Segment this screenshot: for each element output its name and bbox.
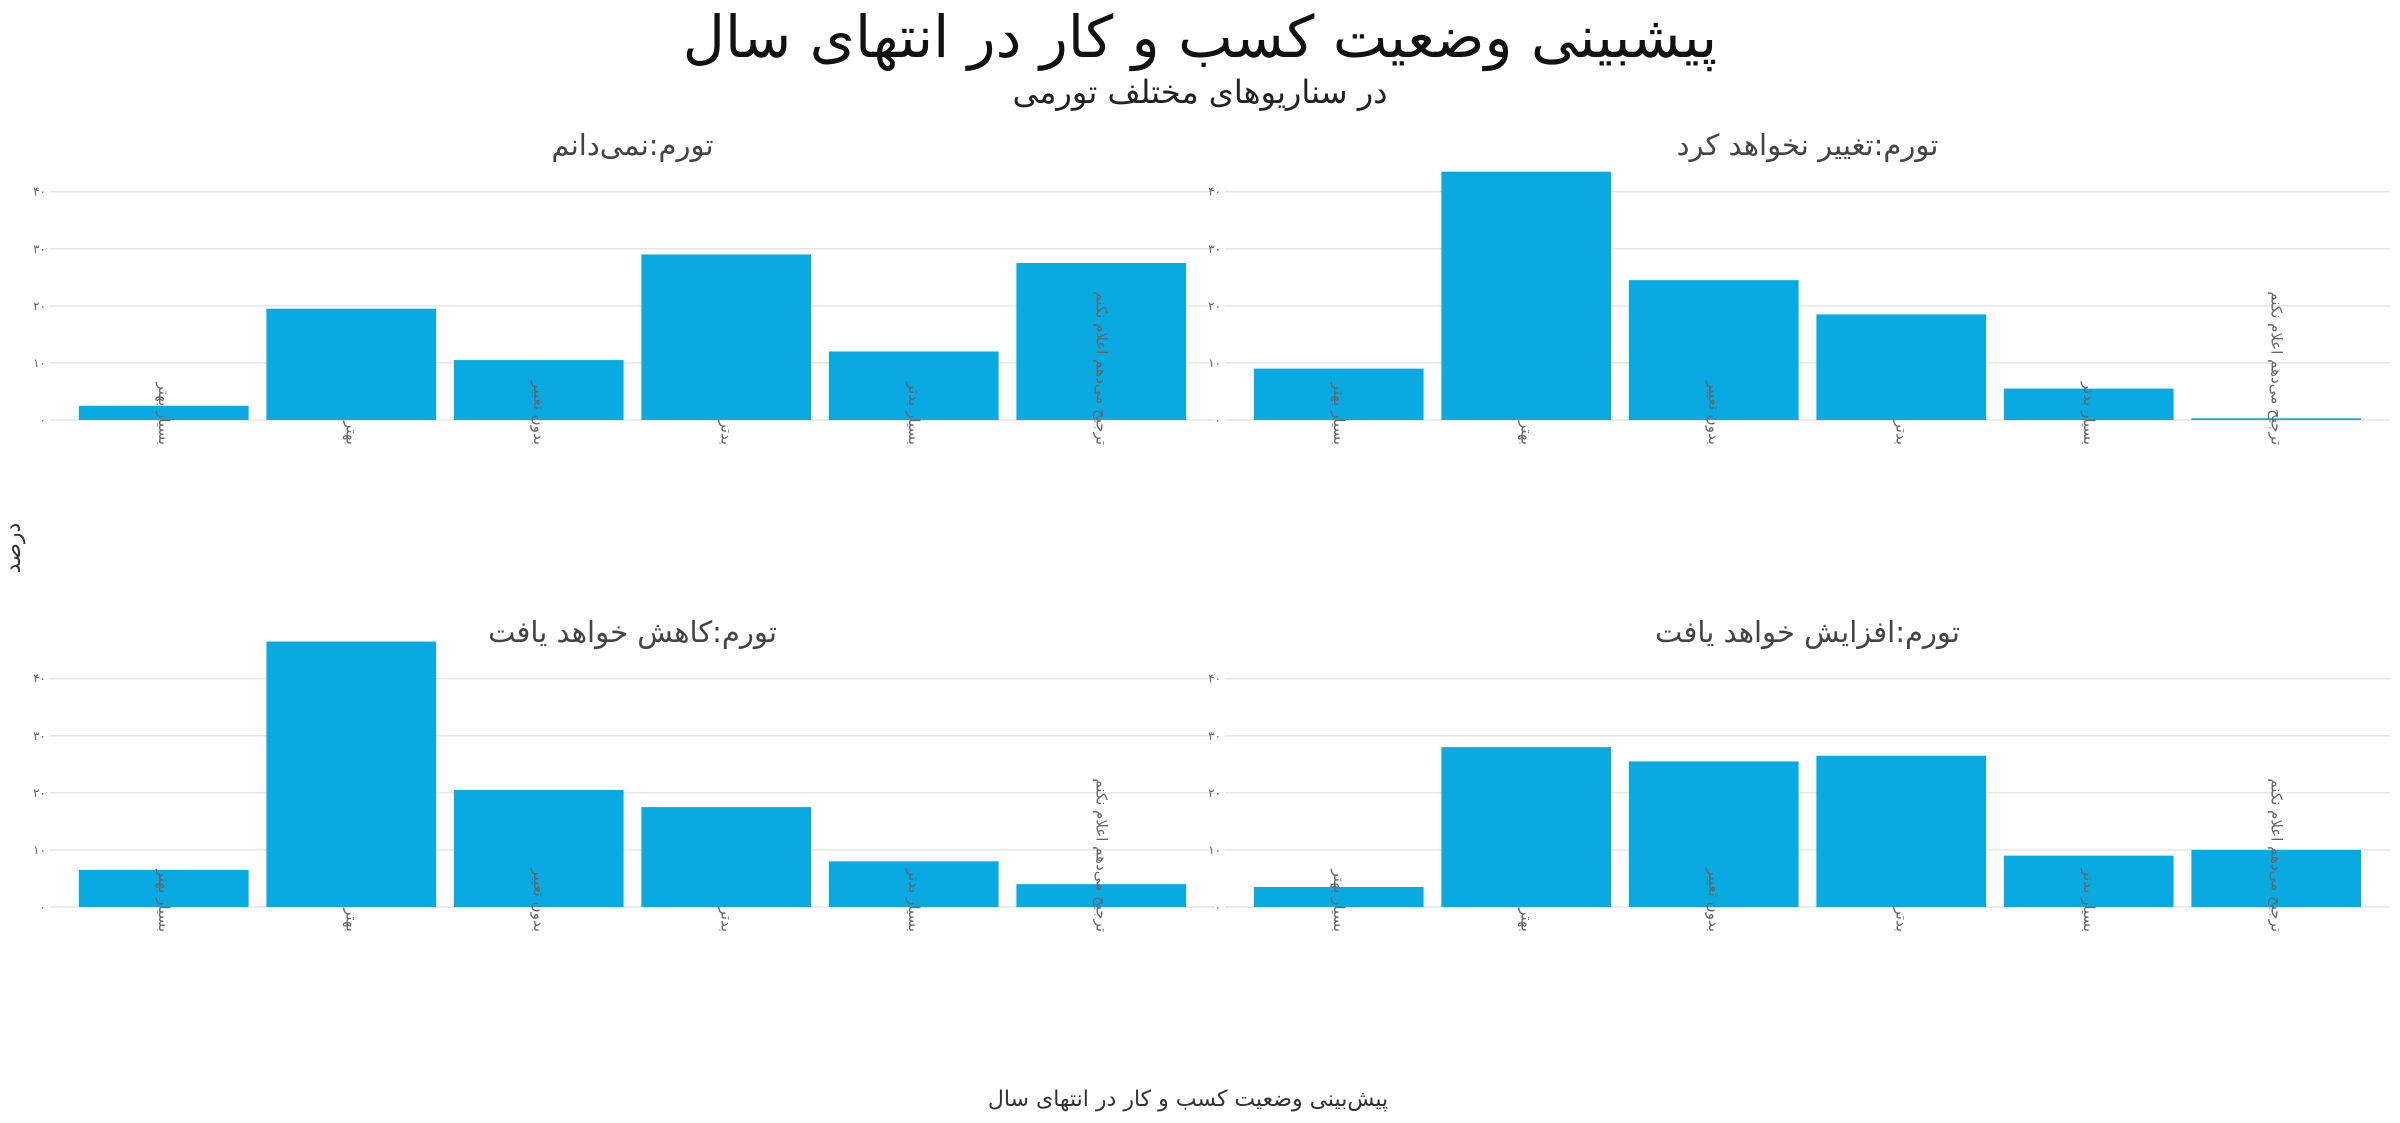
bar-1 bbox=[1253, 887, 1424, 907]
y-tick-label: ۳۰ bbox=[33, 729, 46, 743]
chart-title: پیشبینی وضعیت کسب و کار در انتهای سال bbox=[682, 3, 1718, 71]
x-tick-label: ترجیح می‌دهم اعلام نکنم bbox=[2267, 778, 2285, 932]
bar-2 bbox=[266, 308, 437, 420]
bar-3 bbox=[1628, 280, 1799, 420]
bar-1 bbox=[78, 405, 249, 420]
x-tick-label: بهتر bbox=[1517, 420, 1535, 445]
y-tick-label: ۴۰ bbox=[33, 672, 46, 686]
x-tick-label: بسیار بدتر bbox=[905, 381, 923, 445]
x-tick-label: بدتر bbox=[717, 420, 735, 446]
x-axis-title: پیش‌بینی وضعیت کسب و کار در انتهای سال bbox=[988, 1087, 1388, 1112]
panel-title: تورم:افزایش خواهد یافت bbox=[1655, 615, 1960, 649]
chart-subtitle: در سناریوهای مختلف تورمی bbox=[1012, 73, 1388, 111]
bar-6 bbox=[2191, 418, 2362, 420]
bar-5 bbox=[828, 351, 999, 420]
panel-title: تورم:تغییر نخواهد کرد bbox=[1677, 128, 1939, 162]
panel-title: تورم:کاهش خواهد یافت bbox=[488, 615, 777, 649]
x-tick-label: بهتر bbox=[1517, 907, 1535, 932]
x-tick-label: بدتر bbox=[1892, 907, 1910, 933]
y-tick-label: ۰ bbox=[1215, 900, 1221, 914]
y-tick-label: ۱۰ bbox=[33, 356, 46, 370]
panel-1: تورم:نمی‌دانم ۰ ۱۰ ۲۰ ۳۰ ۴۰ بسیار بهتر بهتر بدون… bbox=[33, 128, 1215, 445]
x-tick-label: بدتر bbox=[717, 907, 735, 933]
y-tick-label: ۲۰ bbox=[1208, 299, 1221, 313]
y-tick-label: ۰ bbox=[40, 900, 46, 914]
x-tick-label: بسیار بهتر bbox=[155, 868, 173, 932]
bar-3 bbox=[453, 789, 624, 907]
panels-layer: تورم:نمی‌دانم ۰ ۱۰ ۲۰ ۳۰ ۴۰ بسیار بهتر بهتر بدون… bbox=[33, 128, 2390, 932]
x-tick-label: بسیار بدتر bbox=[905, 868, 923, 932]
y-tick-label: ۰ bbox=[1215, 413, 1221, 427]
bar-5 bbox=[828, 861, 999, 907]
bar-4 bbox=[641, 807, 812, 907]
x-tick-label: بدون تغییر bbox=[1705, 380, 1723, 445]
bar-4 bbox=[641, 254, 812, 420]
bar-5 bbox=[2003, 855, 2174, 907]
bar-6 bbox=[2191, 849, 2362, 907]
y-tick-label: ۰ bbox=[40, 413, 46, 427]
y-tick-label: ۴۰ bbox=[1208, 185, 1221, 199]
x-tick-label: بهتر bbox=[342, 907, 360, 932]
bar-1 bbox=[1253, 368, 1424, 420]
bar-5 bbox=[2003, 388, 2174, 420]
y-axis-title: درصد bbox=[1, 523, 26, 574]
panel-title: تورم:نمی‌دانم bbox=[551, 128, 713, 163]
x-tick-label: بسیار بهتر bbox=[1330, 868, 1348, 932]
x-tick-label: بدون تغییر bbox=[530, 380, 548, 445]
y-tick-label: ۱۰ bbox=[33, 843, 46, 857]
y-tick-label: ۳۰ bbox=[1208, 242, 1221, 256]
y-tick-label: ۴۰ bbox=[33, 185, 46, 199]
y-tick-label: ۲۰ bbox=[33, 786, 46, 800]
x-tick-label: بسیار بهتر bbox=[1330, 381, 1348, 445]
bar-2 bbox=[266, 641, 437, 907]
x-tick-label: بسیار بهتر bbox=[155, 381, 173, 445]
x-tick-label: بسیار بدتر bbox=[2080, 381, 2098, 445]
panel-3: تورم:کاهش خواهد یافت ۰ ۱۰ ۲۰ ۳۰ ۴۰ بسیار بهتر ب… bbox=[33, 615, 1215, 932]
y-tick-label: ۳۰ bbox=[33, 242, 46, 256]
bar-6 bbox=[1016, 263, 1187, 420]
bar-1 bbox=[78, 869, 249, 907]
panel-4: تورم:افزایش خواهد یافت ۰ ۱۰ ۲۰ ۳۰ ۴۰ بسیار بهت… bbox=[1208, 615, 2390, 932]
bar-2 bbox=[1441, 747, 1612, 907]
y-tick-label: ۴۰ bbox=[1208, 672, 1221, 686]
y-tick-label: ۲۰ bbox=[1208, 786, 1221, 800]
x-tick-label: ترجیح می‌دهم اعلام نکنم bbox=[1092, 291, 1110, 445]
bar-2 bbox=[1441, 171, 1612, 420]
panel-2: تورم:تغییر نخواهد کرد ۰ ۱۰ ۲۰ ۳۰ ۴۰ بسیار بهتر… bbox=[1208, 128, 2390, 445]
x-tick-label: بدتر bbox=[1892, 420, 1910, 446]
y-tick-label: ۳۰ bbox=[1208, 729, 1221, 743]
x-tick-label: ترجیح می‌دهم اعلام نکنم bbox=[1092, 778, 1110, 932]
y-tick-label: ۲۰ bbox=[33, 299, 46, 313]
x-tick-label: بدون تغییر bbox=[1705, 867, 1723, 932]
y-tick-label: ۱۰ bbox=[1208, 356, 1221, 370]
x-tick-label: بهتر bbox=[342, 420, 360, 445]
x-tick-label: بدون تغییر bbox=[530, 867, 548, 932]
bar-3 bbox=[1628, 761, 1799, 907]
bar-4 bbox=[1816, 755, 1987, 907]
bar-6 bbox=[1016, 884, 1187, 907]
x-tick-label: بسیار بدتر bbox=[2080, 868, 2098, 932]
bar-3 bbox=[453, 360, 624, 420]
bar-4 bbox=[1816, 314, 1987, 420]
x-tick-label: ترجیح می‌دهم اعلام نکنم bbox=[2267, 291, 2285, 445]
y-tick-label: ۱۰ bbox=[1208, 843, 1221, 857]
